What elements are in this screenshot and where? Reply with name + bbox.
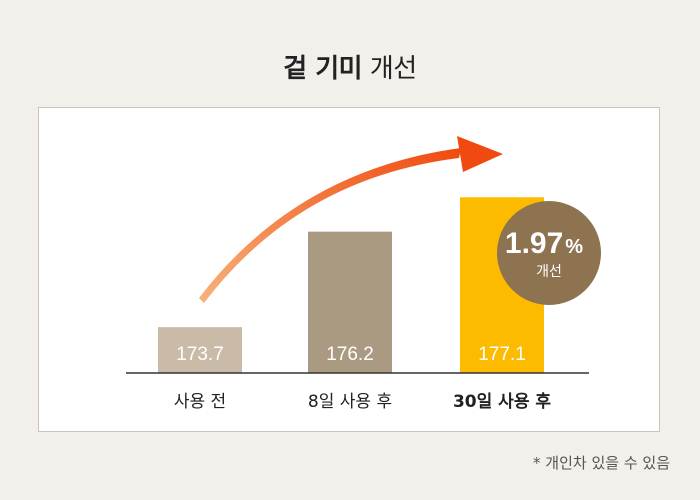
category-label-3: 30일 사용 후 [453,391,551,412]
arrow-head [457,136,503,172]
improvement-badge: 1.97% 개선 [497,201,601,305]
chart-panel: 173.7 사용 전 176.2 8일 사용 후 177.1 30일 사용 후 1.97%… [38,107,660,432]
bar-value-label-2: 176.2 [326,344,374,365]
category-label-2: 8일 사용 후 [308,392,392,412]
badge-circle [497,201,601,305]
title-normal: 개선 [369,54,417,84]
category-label-1: 사용 전 [174,392,226,412]
badge-value: 1.97% [505,227,583,260]
bar-2 [308,231,392,373]
bar-value-label-1: 173.7 [176,344,224,365]
bar-value-label-3: 177.1 [478,344,526,365]
badge-label: 개선 [536,264,562,280]
bar-chart: 173.7 사용 전 176.2 8일 사용 후 177.1 30일 사용 후 1.97%… [126,136,601,412]
bar-1 [158,327,242,373]
footnote: * 개인차 있을 수 있음 [533,454,670,472]
chart-title: 겉 기미 개선 [0,48,700,85]
improvement-arrow [199,136,503,303]
title-bold: 겉 기미 [283,54,363,84]
